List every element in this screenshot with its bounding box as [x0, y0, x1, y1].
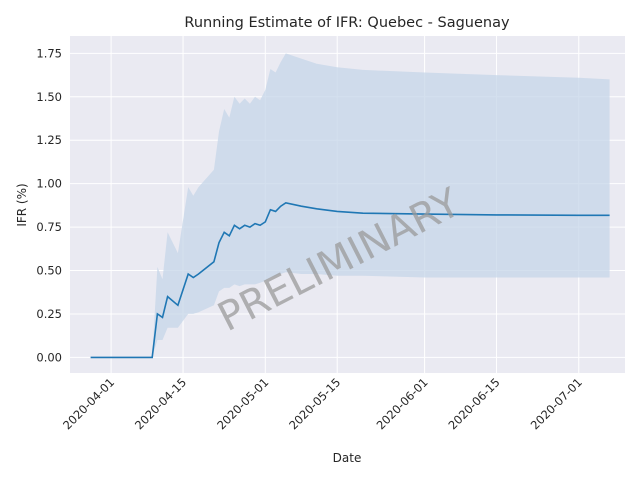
y-tick-labels: 0.00 0.25 0.50 0.75 1.00 1.25 1.50 1.75 [36, 46, 62, 364]
y-tick-label: 0.25 [36, 307, 62, 321]
chart-title: Running Estimate of IFR: Quebec - Saguen… [184, 15, 510, 31]
x-tick-label: 2020-06-01 [374, 375, 431, 432]
ifr-line [90, 201, 610, 359]
x-tick-label: 2020-06-15 [445, 375, 502, 432]
y-tick-label: 0.50 [36, 264, 62, 278]
confidence-band [90, 53, 610, 358]
y-tick-label: 1.00 [36, 177, 62, 191]
y-axis-label: IFR (%) [15, 183, 29, 226]
x-axis-label: Date [333, 451, 362, 465]
y-tick-label: 0.00 [36, 350, 62, 364]
x-tick-label: 2020-05-15 [286, 375, 343, 432]
x-tick-label: 2020-04-01 [60, 375, 117, 432]
x-tick-label: 2020-07-01 [528, 375, 585, 432]
y-tick-label: 1.75 [36, 46, 62, 60]
y-tick-label: 0.75 [36, 220, 62, 234]
x-tick-label: 2020-04-15 [132, 375, 189, 432]
y-tick-label: 1.25 [36, 133, 62, 147]
y-tick-label: 1.50 [36, 90, 62, 104]
x-tick-label: 2020-05-01 [214, 375, 271, 432]
x-tick-labels: 2020-04-01 2020-04-15 2020-05-01 2020-05-15… [60, 375, 585, 432]
